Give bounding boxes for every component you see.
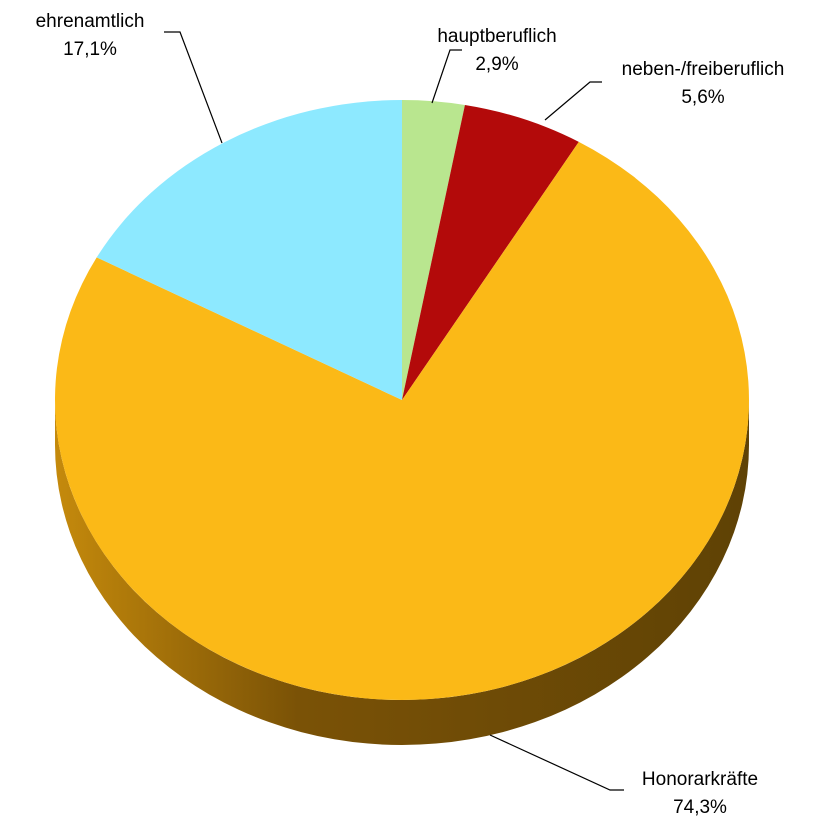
pie xyxy=(54,100,750,701)
leader-line xyxy=(431,49,462,104)
category-label: ehrenamtlich xyxy=(36,11,145,32)
leader-line xyxy=(489,734,624,791)
category-label: hauptberuflich xyxy=(437,26,556,47)
value-label: 74,3% xyxy=(673,797,727,818)
pie-slice xyxy=(96,100,403,400)
pie-slice xyxy=(402,100,465,400)
category-label: neben-/freiberuflich xyxy=(622,59,785,80)
leader-line xyxy=(164,31,223,144)
labels: hauptberuflich 2,9% neben-/freiberuflich 5,… xyxy=(36,11,785,818)
category-label: Honorarkräfte xyxy=(642,769,758,790)
leader-line xyxy=(544,81,602,121)
value-label: 5,6% xyxy=(681,87,724,108)
pie-slice xyxy=(402,104,579,401)
value-label: 17,1% xyxy=(63,39,117,60)
pie-slice xyxy=(54,141,750,701)
value-label: 2,9% xyxy=(475,54,518,75)
